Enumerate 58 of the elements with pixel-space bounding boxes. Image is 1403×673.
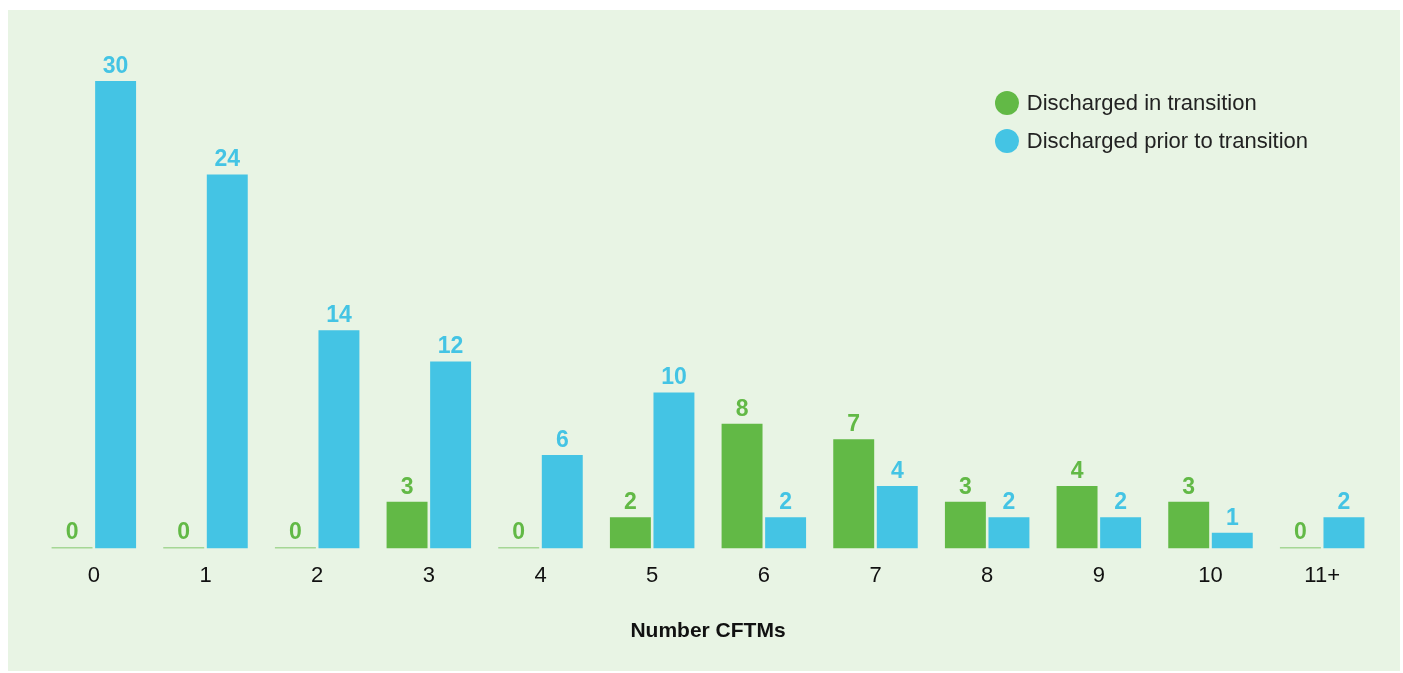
data-label: 3 <box>1182 472 1196 499</box>
bar <box>1100 517 1142 549</box>
data-label: 12 <box>437 332 464 359</box>
data-label: 0 <box>288 518 302 545</box>
data-label: 0 <box>177 518 191 545</box>
x-tick-label: 5 <box>646 561 659 587</box>
bar <box>1211 532 1253 549</box>
data-label: 2 <box>1114 488 1128 515</box>
data-label: 1 <box>1225 503 1239 530</box>
data-label: 2 <box>623 488 637 515</box>
data-label: 14 <box>326 301 352 328</box>
data-label: 24 <box>214 145 241 172</box>
data-label: 4 <box>890 456 904 483</box>
data-label: 2 <box>779 488 793 515</box>
x-tick-label: 10 <box>1198 561 1223 587</box>
bar <box>541 454 583 549</box>
data-label: 30 <box>102 51 129 78</box>
bar <box>876 486 918 549</box>
x-tick-label: 8 <box>981 561 994 587</box>
bar <box>386 501 428 549</box>
x-tick-label: 9 <box>1092 561 1105 587</box>
bar <box>1323 517 1365 549</box>
data-label: 0 <box>1293 518 1307 545</box>
data-label: 8 <box>735 394 749 421</box>
bar <box>318 330 360 549</box>
x-tick-label: 6 <box>757 561 770 587</box>
x-tick-label: 0 <box>87 561 100 587</box>
legend-label: Discharged prior to transition <box>1026 128 1308 154</box>
bar <box>653 392 695 549</box>
x-axis-title: Number CFTMs <box>630 618 786 642</box>
data-label: 4 <box>1070 456 1084 483</box>
data-label: 0 <box>65 518 79 545</box>
bar <box>988 517 1030 549</box>
data-label: 2 <box>1337 488 1351 515</box>
data-label: 2 <box>1002 488 1016 515</box>
bar <box>721 423 763 549</box>
data-label: 10 <box>661 363 687 390</box>
bar <box>944 501 986 549</box>
x-tick-label: 2 <box>311 561 324 587</box>
data-label: 7 <box>847 410 861 437</box>
x-tick-label: 1 <box>199 561 212 587</box>
bar <box>95 81 137 549</box>
x-tick-label: 4 <box>534 561 547 587</box>
bar <box>833 439 875 549</box>
data-label: 6 <box>555 425 569 452</box>
x-tick-label: 3 <box>422 561 435 587</box>
x-tick-label: 7 <box>869 561 882 587</box>
bar <box>206 174 248 549</box>
bar <box>430 361 472 549</box>
x-tick-label: 11+ <box>1304 561 1341 587</box>
bar <box>1168 501 1210 549</box>
bar <box>609 517 651 549</box>
data-label: 3 <box>958 472 972 499</box>
data-label: 0 <box>512 518 526 545</box>
data-label: 3 <box>400 472 414 499</box>
bar <box>1056 486 1098 549</box>
legend-label: Discharged in transition <box>1026 90 1257 116</box>
bar <box>765 517 807 549</box>
